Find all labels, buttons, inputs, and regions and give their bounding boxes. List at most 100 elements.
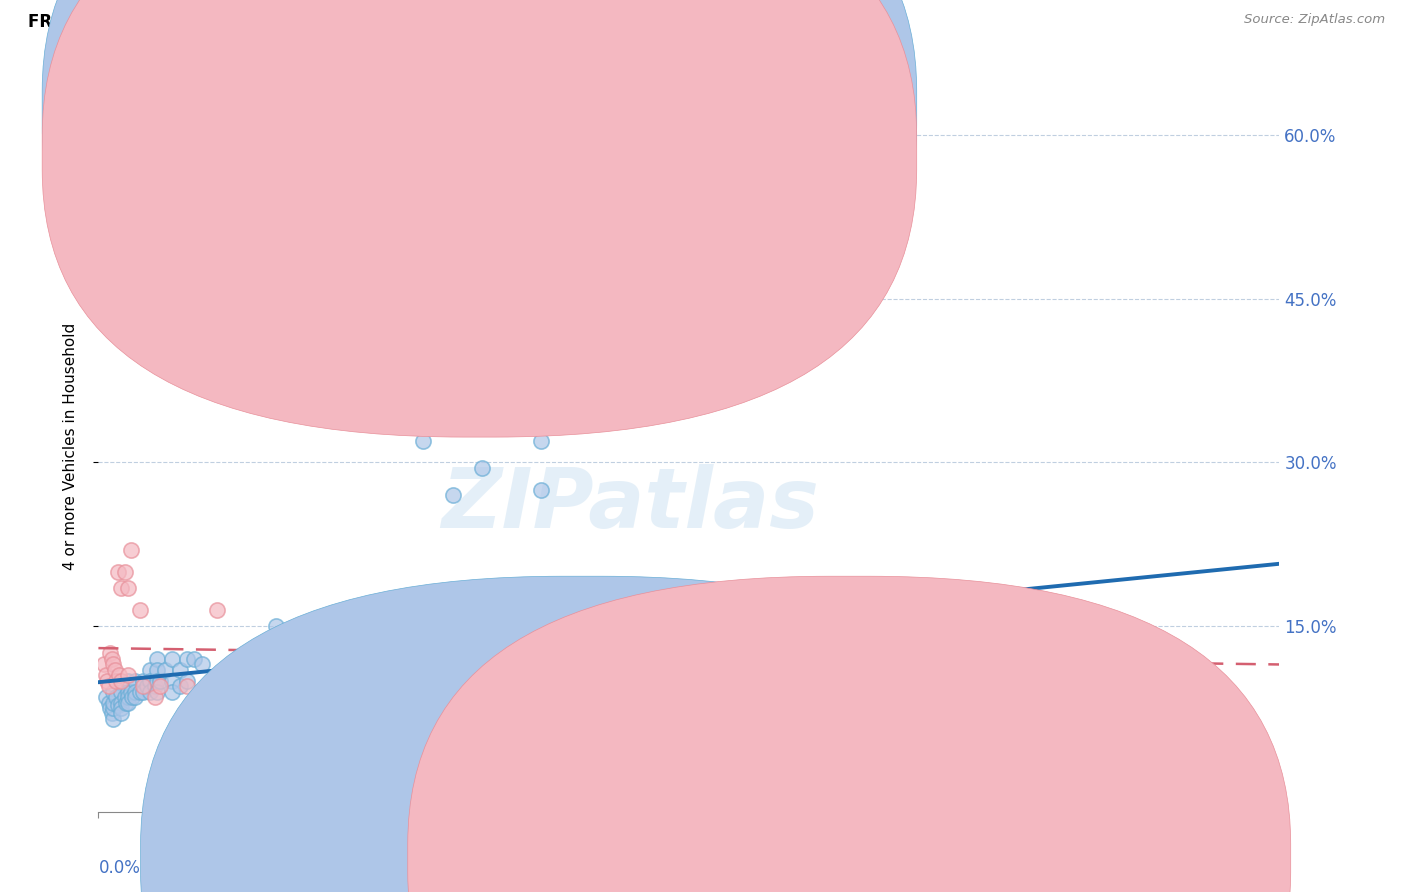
Point: [103, 712, 125, 726]
Point: [100, 706, 122, 721]
Point: [501, 302, 523, 317]
Point: [136, 679, 159, 693]
Point: [441, 488, 464, 502]
Point: [103, 657, 125, 672]
Point: [1046, 679, 1069, 693]
Point: [149, 673, 172, 688]
Point: [103, 701, 125, 715]
Point: [110, 673, 132, 688]
Point: [121, 690, 143, 704]
Point: [169, 663, 191, 677]
Text: FRENCH CANADIAN VS FIJIAN 4 OR MORE VEHICLES IN HOUSEHOLD CORRELATION CHART: FRENCH CANADIAN VS FIJIAN 4 OR MORE VEHI…: [28, 13, 862, 31]
Point: [751, 701, 773, 715]
Point: [117, 673, 139, 688]
Point: [139, 673, 162, 688]
Point: [530, 434, 553, 448]
Point: [107, 565, 129, 579]
Point: [108, 668, 131, 682]
Point: [353, 663, 375, 677]
Y-axis label: 4 or more Vehicles in Household: 4 or more Vehicles in Household: [63, 322, 77, 570]
Point: [117, 668, 139, 682]
Point: [382, 696, 405, 710]
Point: [120, 684, 142, 698]
Text: Source: ZipAtlas.com: Source: ZipAtlas.com: [1244, 13, 1385, 27]
Point: [825, 668, 848, 682]
Point: [153, 663, 176, 677]
Point: [900, 717, 922, 731]
Point: [183, 696, 205, 710]
Point: [124, 673, 146, 688]
Point: [294, 640, 316, 655]
Point: [124, 690, 146, 704]
Point: [143, 690, 166, 704]
Point: [98, 701, 121, 715]
Point: [198, 696, 221, 710]
Point: [114, 565, 136, 579]
Point: [309, 712, 332, 726]
Point: [205, 603, 228, 617]
Point: [98, 647, 121, 661]
Point: [825, 608, 848, 623]
Point: [128, 603, 150, 617]
Point: [117, 696, 139, 710]
Point: [205, 701, 228, 715]
Point: [323, 663, 346, 677]
Point: [1046, 668, 1069, 682]
Point: [124, 684, 146, 698]
Point: [146, 673, 169, 688]
Point: [825, 704, 848, 718]
Point: [139, 684, 162, 698]
Point: [169, 679, 191, 693]
Point: [97, 696, 120, 710]
Point: [103, 696, 125, 710]
Point: [900, 663, 922, 677]
Point: [117, 684, 139, 698]
Point: [973, 657, 995, 672]
Point: [149, 679, 172, 693]
Point: [1121, 668, 1143, 682]
Point: [191, 684, 214, 698]
Point: [678, 663, 700, 677]
Text: ZIPatlas: ZIPatlas: [441, 464, 818, 545]
Point: [110, 581, 132, 595]
Point: [264, 619, 287, 633]
Point: [205, 684, 228, 698]
Point: [139, 663, 162, 677]
Point: [103, 684, 125, 698]
Text: R = 0.263   N = 73: R = 0.263 N = 73: [506, 99, 676, 117]
Point: [110, 701, 132, 715]
Point: [93, 657, 115, 672]
Text: 80.0%: 80.0%: [1227, 859, 1279, 877]
Point: [176, 679, 198, 693]
Point: [176, 673, 198, 688]
Text: R = 0.103   N = 23: R = 0.103 N = 23: [506, 144, 676, 161]
Point: [162, 652, 183, 666]
Point: [96, 673, 118, 688]
Point: [117, 690, 139, 704]
Point: [235, 684, 257, 698]
Point: [162, 684, 183, 698]
Point: [107, 698, 129, 712]
Point: [235, 652, 257, 666]
Point: [412, 434, 434, 448]
Point: [105, 673, 128, 688]
Text: French Canadians: French Canadians: [607, 851, 744, 865]
Point: [471, 460, 494, 475]
Text: Fijians: Fijians: [875, 851, 922, 865]
Point: [100, 652, 122, 666]
Point: [94, 668, 117, 682]
Point: [114, 690, 136, 704]
Point: [412, 624, 434, 639]
Point: [132, 684, 155, 698]
Point: [143, 679, 166, 693]
Point: [117, 581, 139, 595]
Point: [110, 706, 132, 721]
Point: [104, 663, 127, 677]
Point: [115, 696, 138, 710]
Point: [191, 657, 214, 672]
Point: [530, 483, 553, 497]
Point: [94, 690, 117, 704]
Point: [146, 663, 169, 677]
Text: 0.0%: 0.0%: [98, 859, 141, 877]
Point: [183, 652, 205, 666]
